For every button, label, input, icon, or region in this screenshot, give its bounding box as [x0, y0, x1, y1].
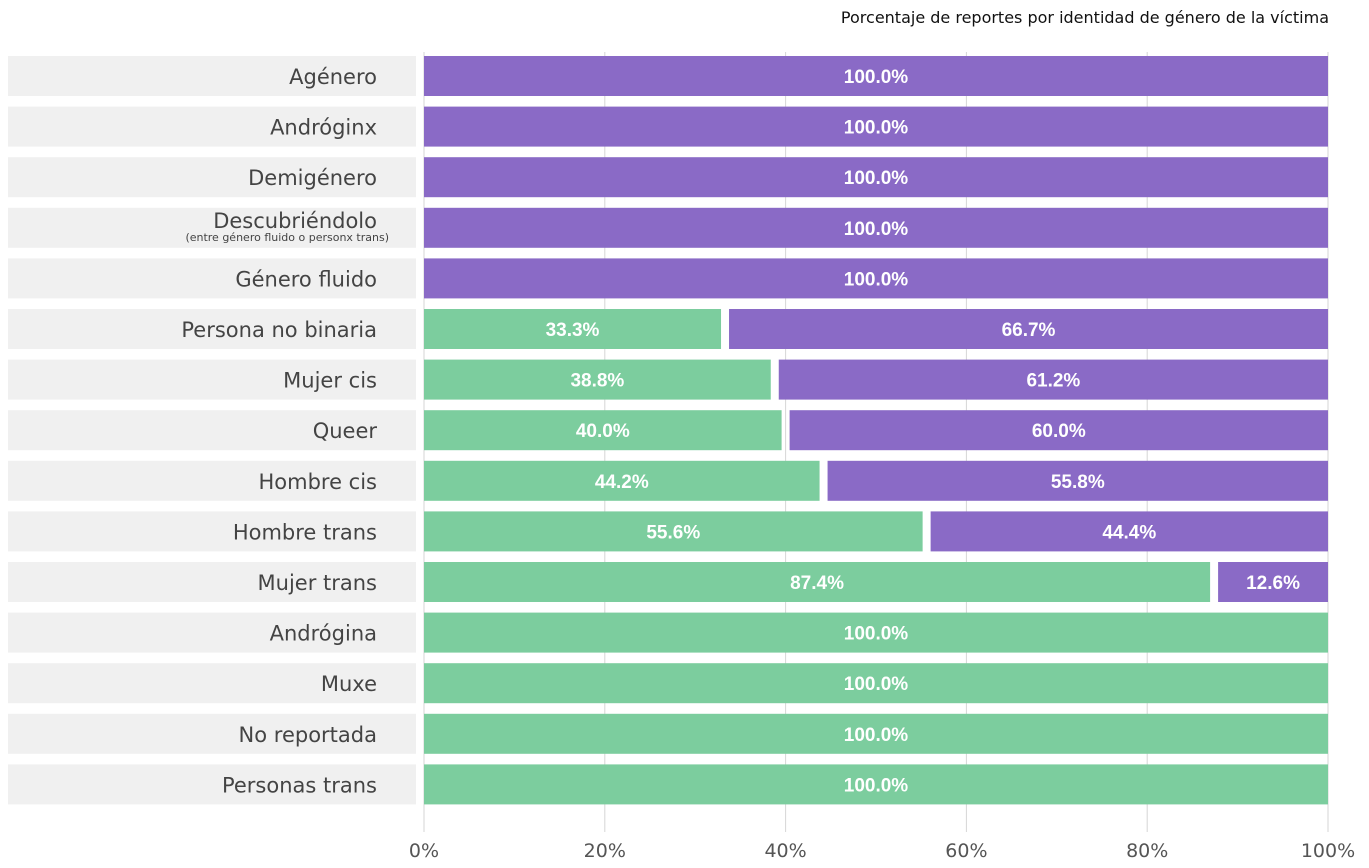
chart-title: Porcentaje de reportes por identidad de … [840, 8, 1329, 27]
x-tick-label: 0% [409, 840, 439, 862]
category-label-bg [8, 460, 416, 501]
category-label: Agénero [289, 65, 377, 89]
category-label-bg [8, 359, 416, 400]
category-label-bg [8, 207, 416, 248]
category-label-bg [8, 410, 416, 451]
x-tick-label: 100% [1301, 840, 1355, 862]
category-label-bg [8, 309, 416, 349]
category-label: Hombre trans [233, 520, 377, 544]
bar-segment [424, 713, 1328, 754]
category-label-bg [8, 764, 416, 805]
data-label: 100.0% [844, 219, 909, 240]
data-label: 61.2% [1026, 371, 1080, 392]
bar-segment [424, 56, 1328, 96]
data-label: 60.0% [1032, 421, 1086, 442]
category-label: Demigénero [248, 166, 377, 190]
data-label: 100.0% [844, 269, 909, 290]
data-label: 87.4% [790, 573, 844, 594]
data-label: 38.8% [570, 371, 624, 392]
bar-segment [424, 207, 1328, 248]
data-label: 100.0% [844, 624, 909, 645]
category-label: Personas trans [222, 773, 377, 797]
data-label: 44.2% [595, 472, 649, 493]
category-label-bg [8, 56, 416, 96]
category-label: Persona no binaria [181, 318, 377, 342]
category-label: Andrógina [270, 622, 377, 646]
x-tick-label: 60% [945, 840, 987, 862]
category-label: Género fluido [235, 267, 377, 291]
bar-segment [424, 309, 722, 349]
data-label: 100.0% [844, 725, 909, 746]
bar-segment [827, 460, 1328, 501]
category-label: Mujer trans [258, 571, 377, 595]
data-label: 100.0% [844, 67, 909, 88]
x-tick-label: 80% [1126, 840, 1168, 862]
category-label-bg [8, 157, 416, 198]
category-label-bg [8, 511, 416, 552]
category-label-bg [8, 663, 416, 704]
data-label: 55.8% [1051, 472, 1105, 493]
category-label-bg [8, 562, 416, 602]
bar-segment [424, 460, 820, 501]
category-label-bg [8, 258, 416, 299]
bar-segment [930, 511, 1328, 552]
bar-segment [1218, 562, 1328, 602]
category-label: Queer [313, 419, 378, 443]
data-label: 100.0% [844, 118, 909, 139]
data-label: 100.0% [844, 168, 909, 189]
bar-segment [729, 309, 1328, 349]
bar-segment [424, 663, 1328, 704]
bar-segment [424, 511, 923, 552]
category-label: Muxe [321, 672, 377, 696]
bar-segment [424, 359, 771, 400]
data-label: 100.0% [844, 674, 909, 695]
bar-segment [424, 764, 1328, 805]
data-label: 33.3% [546, 320, 600, 341]
category-label-bg [8, 612, 416, 653]
bar-segment [424, 410, 782, 451]
x-tick-label: 20% [584, 840, 626, 862]
category-label: Mujer cis [283, 369, 377, 393]
data-label: 66.7% [1002, 320, 1056, 341]
data-label: 100.0% [844, 775, 909, 796]
category-label: No reportada [239, 723, 377, 747]
data-label: 12.6% [1246, 573, 1300, 594]
category-label: Andróginx [270, 116, 377, 140]
x-tick-label: 40% [764, 840, 806, 862]
data-label: 44.4% [1102, 522, 1156, 543]
bar-segment [424, 562, 1211, 602]
category-label-bg [8, 713, 416, 754]
category-label: Hombre cis [258, 470, 377, 494]
category-sublabel: (entre género fluido o personx trans) [185, 231, 389, 244]
bar-segment [424, 106, 1328, 147]
bar-segment [778, 359, 1328, 400]
data-label: 40.0% [576, 421, 630, 442]
category-label: Descubriéndolo [213, 209, 377, 233]
bar-segment [424, 612, 1328, 653]
category-label-bg [8, 106, 416, 147]
bar-segment [424, 258, 1328, 299]
data-label: 55.6% [646, 522, 700, 543]
bar-segment [424, 157, 1328, 198]
bar-segment [789, 410, 1328, 451]
